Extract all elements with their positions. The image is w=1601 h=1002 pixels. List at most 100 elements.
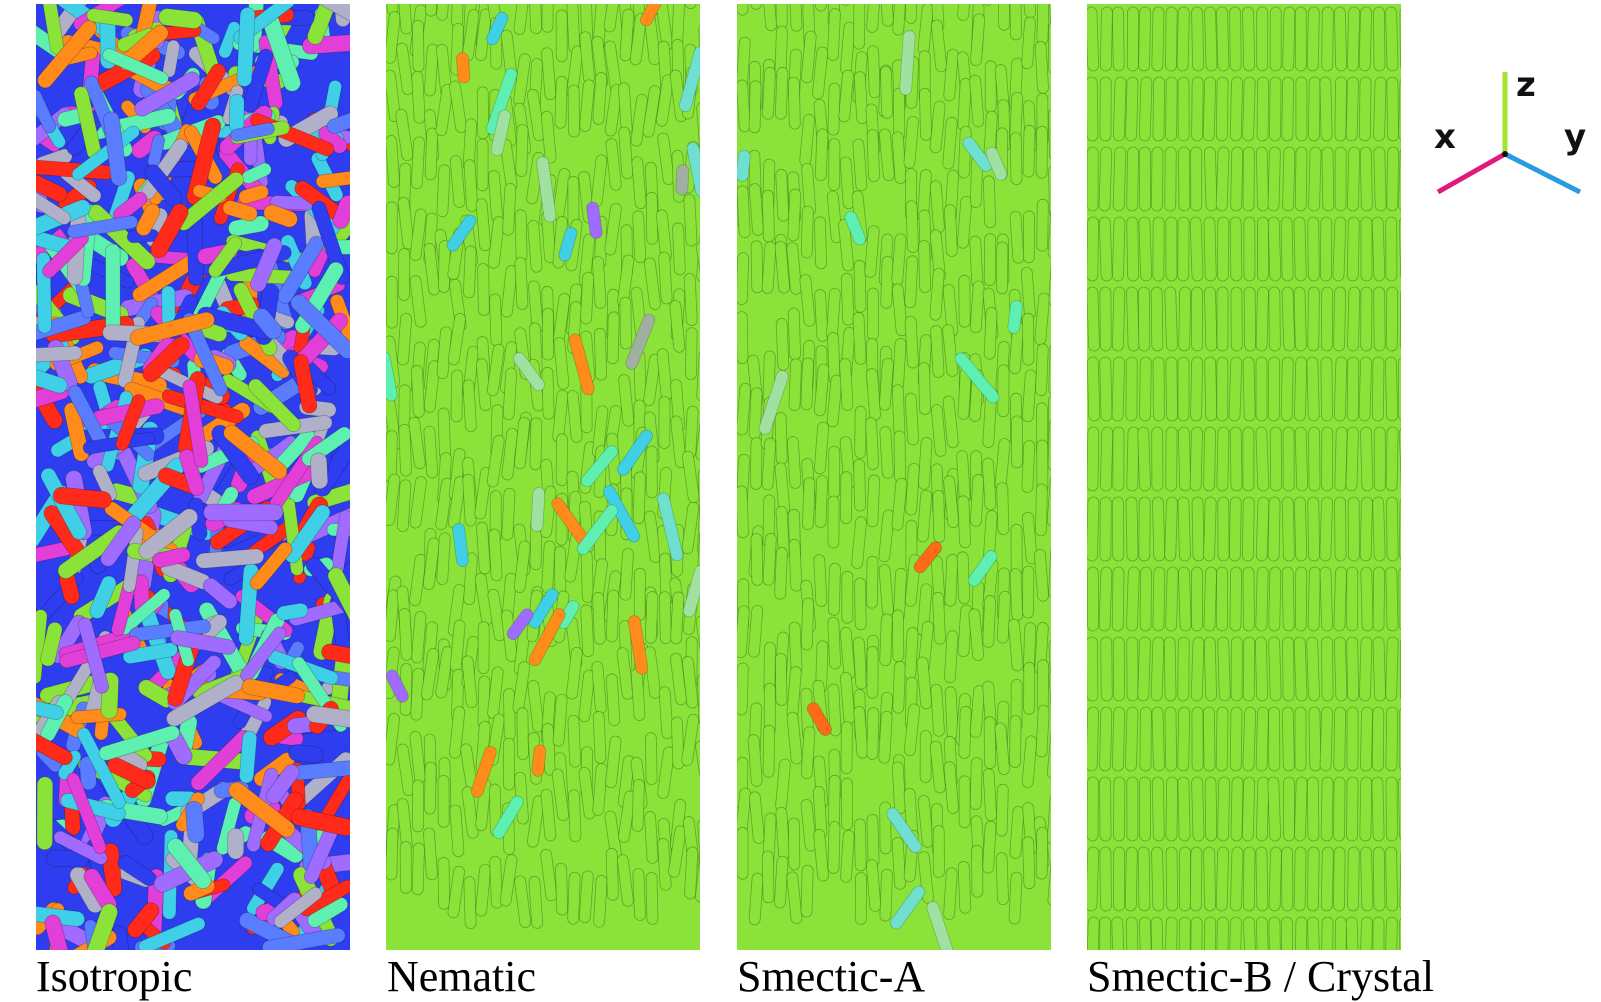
rod — [854, 405, 867, 459]
rod — [580, 550, 594, 603]
rod — [1334, 496, 1347, 562]
rod — [1269, 76, 1282, 142]
rod — [1191, 706, 1204, 772]
rod — [969, 757, 983, 810]
rod — [502, 182, 517, 236]
rod — [1098, 566, 1113, 632]
rod — [969, 280, 985, 334]
rod — [1009, 715, 1022, 768]
rod — [1242, 426, 1255, 492]
rod — [514, 875, 532, 928]
rod — [568, 789, 582, 843]
rod — [1371, 216, 1386, 282]
rod — [1009, 806, 1025, 859]
rod — [1228, 496, 1242, 562]
rod — [558, 226, 578, 262]
rod — [762, 724, 775, 778]
rod — [399, 841, 412, 894]
rod — [1293, 846, 1307, 912]
rod — [788, 4, 803, 32]
rod — [1137, 636, 1151, 702]
rod — [1229, 6, 1242, 72]
rod — [273, 886, 323, 929]
rod — [788, 538, 803, 592]
rod — [657, 746, 675, 799]
rod — [1179, 846, 1191, 912]
rod — [1399, 916, 1401, 950]
rod — [643, 646, 662, 699]
rod — [1022, 836, 1036, 890]
rod — [1202, 76, 1216, 142]
rod — [37, 20, 98, 89]
rod — [1191, 286, 1204, 352]
rod — [696, 101, 700, 155]
rod — [867, 45, 881, 99]
rod — [486, 11, 509, 46]
rod — [1203, 146, 1218, 212]
rod — [1087, 776, 1099, 842]
rod — [202, 577, 238, 610]
rod — [424, 127, 439, 181]
rod — [437, 407, 451, 461]
rod — [1100, 426, 1114, 492]
rod — [462, 379, 477, 433]
rod — [995, 783, 1009, 837]
rod — [1268, 846, 1282, 912]
rod — [1230, 636, 1243, 702]
rod — [1204, 356, 1218, 422]
rod — [411, 70, 426, 124]
rod — [476, 138, 489, 192]
rod — [501, 487, 516, 541]
rod — [326, 107, 350, 134]
rod — [880, 255, 894, 309]
rod — [853, 4, 866, 50]
rod — [1022, 124, 1036, 178]
rod — [1021, 735, 1038, 789]
rod — [1165, 356, 1178, 422]
rod — [627, 615, 649, 675]
rod — [1178, 916, 1191, 950]
rod — [695, 615, 700, 668]
rod — [423, 360, 441, 413]
rod — [435, 477, 453, 531]
rod — [36, 187, 72, 225]
rod — [579, 79, 595, 133]
rod — [1191, 776, 1205, 842]
rod — [1346, 6, 1361, 72]
rod — [750, 240, 764, 294]
rod — [604, 203, 622, 256]
rod — [1216, 286, 1229, 352]
rod — [761, 4, 778, 32]
rod — [1230, 846, 1244, 912]
rod — [1047, 21, 1051, 74]
rod — [748, 604, 764, 658]
rod — [100, 515, 142, 567]
rod — [447, 312, 466, 366]
rod — [1282, 6, 1296, 72]
rod — [886, 807, 922, 854]
rod — [1255, 706, 1269, 772]
rod — [800, 597, 815, 651]
rod — [737, 605, 750, 659]
rod — [997, 364, 1010, 418]
rod — [1217, 776, 1231, 842]
rod — [750, 533, 764, 586]
rod — [1269, 6, 1282, 72]
rod — [1048, 669, 1051, 723]
rod — [1294, 706, 1307, 772]
rod — [625, 313, 656, 370]
rod — [1099, 496, 1112, 562]
rod — [386, 473, 401, 527]
rod — [66, 772, 107, 855]
rod — [1022, 565, 1035, 619]
rod — [223, 424, 288, 480]
rod — [1112, 426, 1125, 492]
rod — [551, 768, 570, 822]
rod — [436, 532, 451, 586]
rod — [1373, 286, 1386, 352]
rod — [865, 417, 880, 470]
rod — [409, 208, 427, 262]
rod — [962, 136, 993, 172]
rod — [919, 87, 932, 141]
rod — [1386, 76, 1399, 142]
